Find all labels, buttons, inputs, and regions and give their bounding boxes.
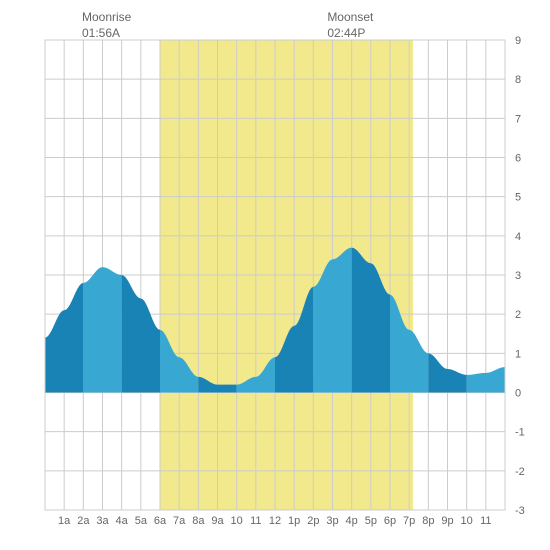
- y-tick-label: 2: [515, 309, 521, 321]
- tide-segment: [83, 267, 121, 392]
- y-tick-label: -3: [515, 505, 525, 517]
- x-tick-label: 9p: [441, 515, 453, 527]
- y-tick-label: 5: [515, 192, 521, 204]
- x-tick-label: 2a: [77, 515, 90, 527]
- x-tick-label: 2p: [307, 515, 319, 527]
- x-tick-label: 3a: [96, 515, 109, 527]
- x-tick-label: 5a: [135, 515, 148, 527]
- x-tick-label: 7a: [173, 515, 186, 527]
- moonset-time: 02:44P: [327, 26, 365, 40]
- y-tick-label: -2: [515, 466, 525, 478]
- x-tick-label: 1a: [58, 515, 71, 527]
- x-tick-label: 7p: [403, 515, 415, 527]
- y-tick-label: 6: [515, 153, 521, 165]
- y-tick-label: 1: [515, 348, 521, 360]
- y-tick-label: 4: [515, 231, 521, 243]
- y-tick-label: 3: [515, 270, 521, 282]
- moonset-title: Moonset: [327, 10, 373, 24]
- x-tick-label: 12: [269, 515, 281, 527]
- x-tick-label: 5p: [365, 515, 377, 527]
- y-tick-label: 7: [515, 113, 521, 125]
- x-tick-label: 10: [231, 515, 243, 527]
- x-tick-label: 4a: [116, 515, 129, 527]
- x-tick-label: 3p: [326, 515, 338, 527]
- x-tick-label: 8a: [192, 515, 205, 527]
- moonrise-title: Moonrise: [82, 10, 131, 24]
- y-tick-label: 9: [515, 35, 521, 47]
- y-tick-label: 8: [515, 74, 521, 86]
- x-tick-label: 11: [480, 515, 491, 527]
- x-tick-label: 8p: [422, 515, 434, 527]
- x-tick-label: 6a: [154, 515, 167, 527]
- moonrise-time: 01:56A: [82, 26, 120, 40]
- moonrise-label: Moonrise 01:56A: [82, 10, 131, 41]
- tide-chart: Moonrise 01:56A Moonset 02:44P 1a2a3a4a5…: [10, 10, 540, 540]
- x-tick-label: 9a: [211, 515, 224, 527]
- x-tick-label: 1p: [288, 515, 300, 527]
- x-tick-label: 6p: [384, 515, 396, 527]
- x-tick-label: 10: [461, 515, 473, 527]
- y-tick-label: 0: [515, 388, 521, 400]
- x-tick-label: 4p: [346, 515, 358, 527]
- chart-svg: 1a2a3a4a5a6a7a8a9a1011121p2p3p4p5p6p7p8p…: [10, 10, 540, 540]
- moonset-label: Moonset 02:44P: [327, 10, 373, 41]
- x-tick-label: 11: [250, 515, 261, 527]
- y-tick-label: -1: [515, 427, 525, 439]
